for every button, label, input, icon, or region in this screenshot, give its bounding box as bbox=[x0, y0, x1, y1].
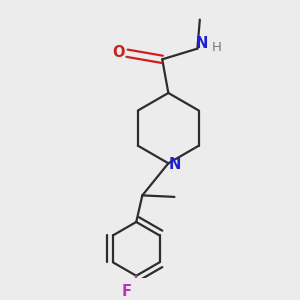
Text: N: N bbox=[196, 36, 208, 51]
Text: F: F bbox=[121, 284, 131, 299]
Text: O: O bbox=[112, 45, 125, 60]
Text: H: H bbox=[212, 40, 221, 54]
Text: N: N bbox=[169, 157, 181, 172]
